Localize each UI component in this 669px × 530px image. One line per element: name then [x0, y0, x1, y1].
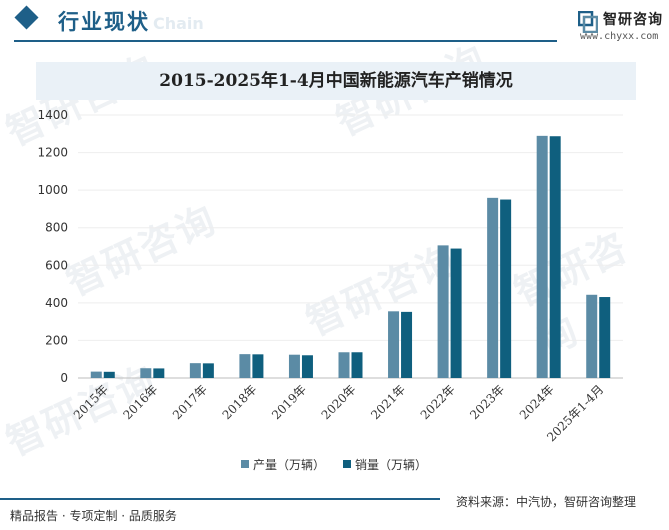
bar-production — [239, 354, 251, 378]
bar-production — [288, 354, 300, 378]
legend-label: 销量（万辆） — [355, 458, 427, 472]
x-tick-label: 2024年 — [517, 382, 557, 422]
bar-sales — [500, 199, 512, 378]
x-tick-label: 2018年 — [220, 382, 260, 422]
diamond-icon — [14, 5, 39, 30]
footer-divider — [0, 498, 440, 500]
bar-sales — [549, 136, 561, 378]
y-tick-label: 200 — [45, 333, 68, 347]
legend-swatch — [343, 460, 351, 468]
footer-tagline: 精品报告 · 专项定制 · 品质服务 — [10, 509, 177, 523]
x-tick-label: 2017年 — [170, 382, 210, 422]
bar-sales — [401, 311, 413, 378]
y-tick-label: 0 — [60, 371, 68, 385]
bar-production — [487, 197, 499, 378]
bar-sales — [301, 355, 313, 378]
bar-production — [189, 363, 201, 378]
y-tick-label: 600 — [45, 258, 68, 272]
bar-sales — [202, 363, 214, 378]
bar-sales — [351, 352, 363, 378]
bar-sales — [103, 371, 115, 378]
x-tick-label: 2019年 — [269, 382, 309, 422]
section-title: 行业现状 — [58, 10, 150, 34]
x-tick-label: 2021年 — [368, 382, 408, 422]
bar-sales — [450, 248, 462, 378]
logo-name: 智研咨询 — [603, 12, 663, 28]
logo-url: www.chyxx.com — [580, 31, 659, 42]
section-ghost-text: Chain — [153, 14, 204, 33]
bar-sales — [252, 354, 264, 378]
x-tick-label: 2015年 — [71, 382, 111, 422]
y-tick-label: 400 — [45, 296, 68, 310]
footer-source: 资料来源：中汽协，智研咨询整理 — [456, 495, 637, 509]
bar-production — [586, 294, 598, 378]
bar-sales — [153, 368, 165, 378]
x-tick-label: 2020年 — [319, 382, 359, 422]
bar-production — [437, 245, 449, 378]
chart-title: 2015-2025年1-4月中国新能源汽车产销情况 — [36, 62, 636, 100]
bar-production — [388, 311, 400, 378]
x-tick-label: 2022年 — [418, 382, 458, 422]
logo-icon — [578, 11, 598, 33]
y-tick-label: 1400 — [37, 108, 68, 122]
bar-chart: 0 200 400 600 800 1000 1200 1400 2015年 2016年 2017年… — [37, 108, 623, 472]
legend-swatch — [241, 460, 249, 468]
bar-production — [338, 352, 350, 378]
y-tick-label: 800 — [45, 221, 68, 235]
y-tick-label: 1200 — [37, 146, 68, 160]
x-tick-label: 2023年 — [467, 382, 507, 422]
bar-sales — [599, 297, 611, 378]
y-tick-label: 1000 — [37, 183, 68, 197]
bar-production — [536, 135, 548, 378]
bar-production — [140, 368, 152, 378]
x-tick-label: 2016年 — [120, 382, 160, 422]
header-divider — [14, 40, 557, 42]
legend-label: 产量（万辆） — [253, 458, 325, 472]
page-header: Chain 行业现状 智研咨询 www.chyxx.com — [0, 0, 669, 46]
bar-production — [90, 371, 102, 378]
